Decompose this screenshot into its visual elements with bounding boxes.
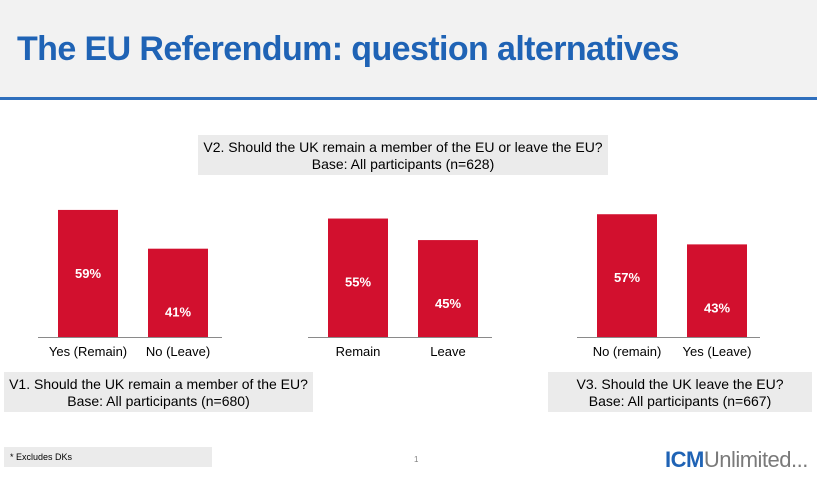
- page-title: The EU Referendum: question alternatives: [17, 30, 679, 68]
- bar-value-label: 43%: [704, 300, 730, 315]
- bar: [328, 218, 388, 337]
- bar-value-label: 55%: [345, 275, 371, 290]
- bar: [58, 209, 118, 337]
- question-text: V1. Should the UK remain a member of the…: [9, 376, 308, 392]
- logo-primary-text: ICM: [665, 447, 704, 472]
- question-box-v2: V2. Should the UK remain a member of the…: [198, 135, 608, 175]
- header-divider: [0, 97, 817, 100]
- category-label: No (remain): [593, 344, 662, 359]
- bar-value-label: 57%: [614, 270, 640, 285]
- category-label: Leave: [430, 344, 465, 359]
- bar: [148, 248, 208, 337]
- bar-value-label: 59%: [75, 266, 101, 281]
- question-base: Base: All participants (n=680): [67, 393, 250, 409]
- question-base: Base: All participants (n=667): [588, 393, 772, 409]
- category-label: Yes (Leave): [683, 344, 752, 359]
- bar: [597, 214, 657, 337]
- brand-logo: ICMUnlimited...: [665, 447, 808, 473]
- category-label: No (Leave): [146, 344, 210, 359]
- bar-value-label: 45%: [435, 296, 461, 311]
- bar-value-label: 41%: [165, 305, 191, 320]
- category-label: Yes (Remain): [49, 344, 127, 359]
- question-box-v1: V1. Should the UK remain a member of the…: [4, 372, 313, 412]
- question-text: V2. Should the UK remain a member of the…: [203, 139, 603, 155]
- bar: [418, 240, 478, 337]
- category-label: Remain: [336, 344, 381, 359]
- header-band: [0, 0, 817, 97]
- page-number: 1: [414, 455, 419, 464]
- question-base: Base: All participants (n=628): [311, 156, 495, 172]
- bar: [687, 244, 747, 337]
- question-box-v3: V3. Should the UK leave the EU? Base: Al…: [548, 372, 812, 412]
- question-text: V3. Should the UK leave the EU?: [576, 376, 784, 392]
- footnote: * Excludes DKs: [4, 447, 212, 467]
- logo-secondary-text: Unlimited...: [703, 447, 809, 472]
